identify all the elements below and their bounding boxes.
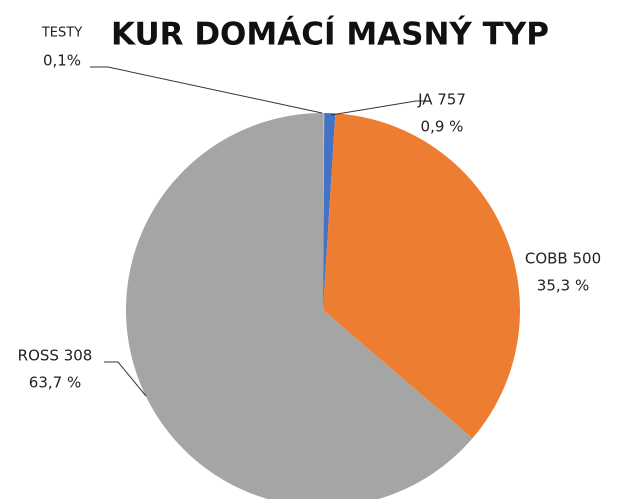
chart-title: KUR DOMÁCÍ MASNÝ TYP	[111, 16, 549, 53]
slice-value-label: 63,7 %	[29, 374, 81, 392]
pie-slice	[323, 113, 336, 310]
pie-slice	[126, 113, 473, 499]
slice-label: JA 757	[417, 91, 466, 109]
slice-label: ROSS 308	[18, 347, 93, 365]
leader-line	[330, 100, 431, 116]
slice-value-label: 0,9 %	[421, 118, 464, 136]
pie-slice	[323, 113, 521, 439]
leader-line	[104, 361, 147, 397]
slice-label: COBB 500	[525, 250, 601, 268]
leader-line	[90, 66, 323, 114]
slice-value-label: 35,3 %	[537, 277, 589, 295]
pie-slice	[323, 113, 325, 310]
slice-label: TESTY	[41, 26, 82, 41]
slice-value-label: 0,1%	[43, 52, 81, 70]
